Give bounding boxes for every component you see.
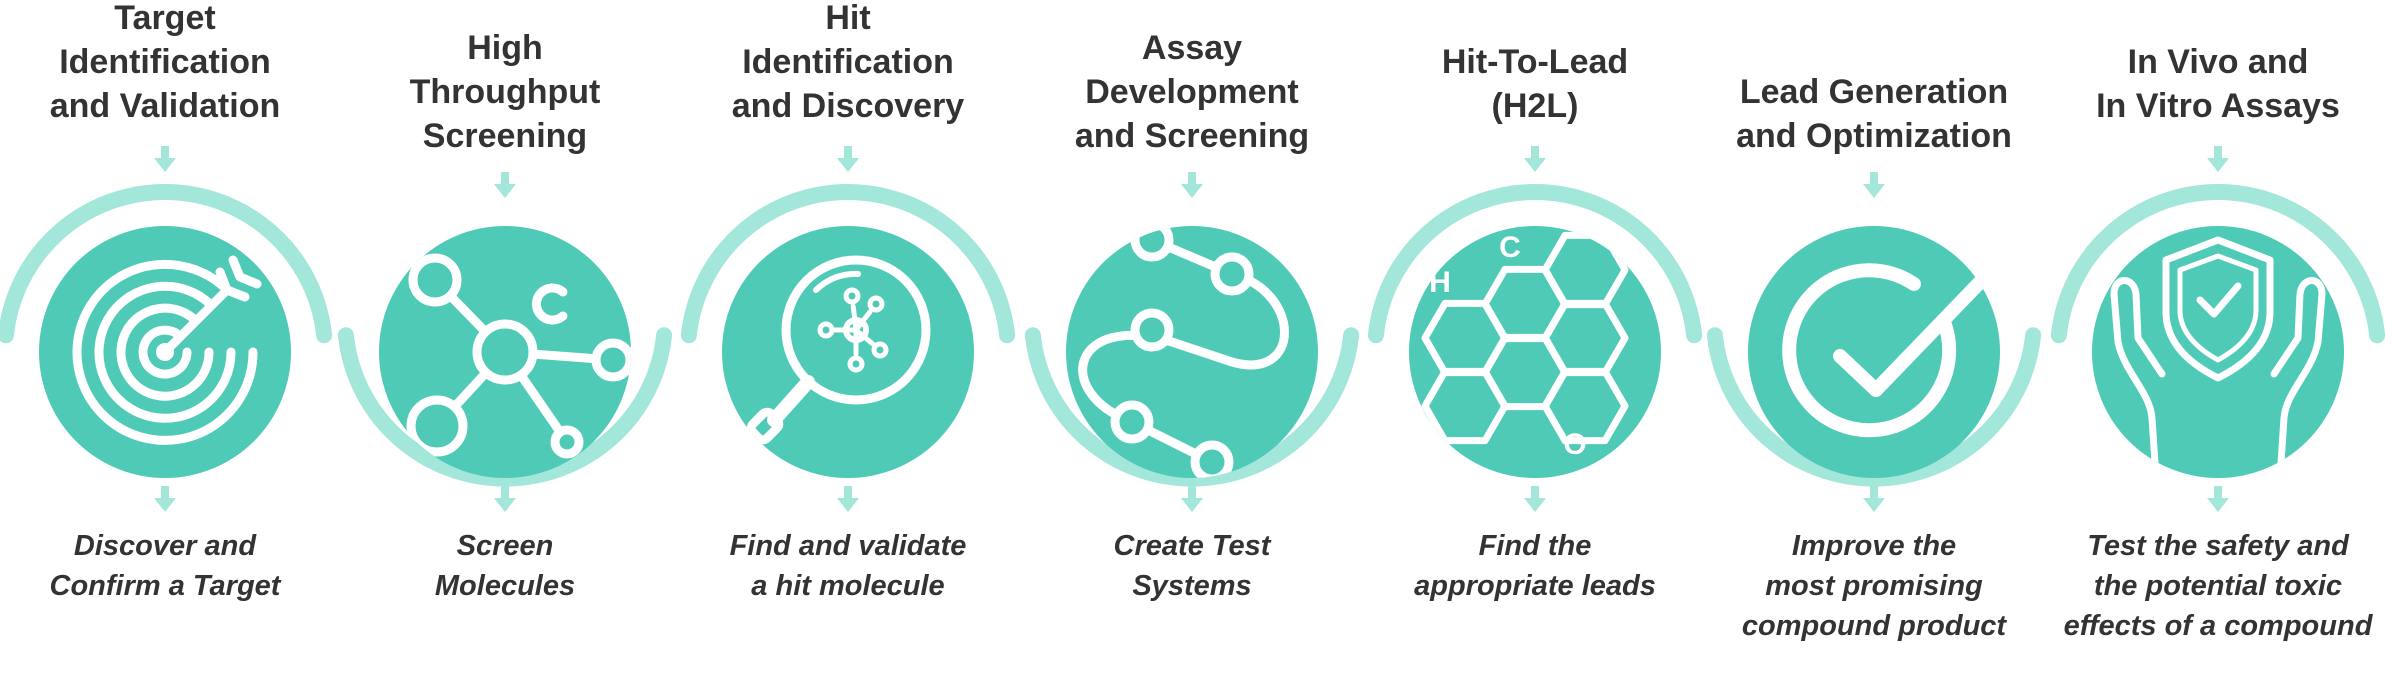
step-title-line: Assay (1141, 29, 1243, 67)
process-step-2 (337, 172, 673, 512)
step-title-line: Hit (825, 0, 871, 37)
step-title-line: and Optimization (1736, 117, 2012, 155)
process-step-4 (1024, 172, 1360, 512)
ring-arc-top (2050, 184, 2385, 344)
step-description: Find the appropriate leads (1370, 526, 1700, 606)
target-arrow-icon (72, 255, 262, 445)
step-title-line: Throughput (409, 73, 601, 111)
step-title: Assay Development and Screening (1027, 26, 1357, 158)
down-arrow-bottom (1181, 486, 1203, 512)
step-description-line: a hit molecule (751, 570, 945, 602)
process-step-7 (2050, 146, 2385, 512)
down-arrow-bottom (2207, 486, 2229, 512)
icon-letter-o: O (1563, 428, 1586, 461)
step-title: Target Identification and Validation (0, 0, 330, 128)
icon-letter-h: H (1429, 266, 1451, 299)
ring-arc-top (0, 184, 333, 344)
step-description-line: effects of a compound (2063, 610, 2373, 642)
down-arrow-bottom (154, 486, 176, 512)
step-title: Hit-To-Lead (H2L) (1370, 40, 1700, 128)
step-title: In Vivo and In Vitro Assays (2053, 40, 2383, 128)
step-circle (1409, 226, 1661, 478)
step-description-line: Find and validate (729, 530, 967, 562)
process-step-1 (0, 146, 333, 512)
down-arrow-bottom (1863, 486, 1885, 512)
down-arrow-top (154, 146, 176, 172)
ring-arc-bottom (1706, 327, 2042, 487)
step-title-line: Identification (59, 43, 271, 81)
process-step-3 (680, 146, 1016, 512)
check-circle-icon (1782, 263, 1991, 438)
ring-arc-top (1367, 184, 1703, 344)
down-arrow-top (2207, 146, 2229, 172)
step-description: Screen Molecules (340, 526, 670, 606)
step-description-line: Find the (1478, 530, 1592, 562)
magnifier-molecule-icon (746, 255, 931, 445)
step-description-line: most promising (1765, 570, 1983, 602)
down-arrow-bottom (1524, 486, 1546, 512)
step-description: Discover and Confirm a Target (0, 526, 330, 606)
step-title-line: Screening (422, 117, 588, 155)
step-title: High Throughput Screening (340, 26, 670, 158)
step-title-line: Development (1085, 73, 1299, 111)
step-description: Test the safety and the potential toxic ef… (2053, 526, 2383, 646)
down-arrow-bottom (494, 486, 516, 512)
step-title-line: In Vitro Assays (2096, 87, 2340, 125)
step-circle (2092, 226, 2344, 478)
step-description: Improve the most promising compound produc… (1709, 526, 2039, 646)
step-title-line: Target (114, 0, 216, 37)
step-title: Hit Identification and Discovery (683, 0, 1013, 128)
step-description-line: Confirm a Target (49, 570, 281, 602)
ring-arc-bottom (1024, 327, 1360, 487)
step-description: Create Test Systems (1027, 526, 1357, 606)
step-title-line: and Screening (1074, 117, 1310, 155)
step-title: Lead Generation and Optimization (1709, 70, 2039, 158)
step-title-line: Lead Generation (1739, 73, 2009, 111)
process-step-6 (1706, 172, 2042, 512)
step-circle (379, 226, 631, 478)
workflow-path-icon (1078, 226, 1289, 478)
step-description-line: Discover and (73, 530, 257, 562)
down-arrow-bottom (837, 486, 859, 512)
step-description-line: Test the safety and (2087, 530, 2349, 562)
step-title-line: (H2L) (1491, 87, 1579, 125)
step-title-line: In Vivo and (2127, 43, 2309, 81)
molecule-network-icon (406, 253, 631, 459)
down-arrow-top (1524, 146, 1546, 172)
step-description-line: the potential toxic (2093, 570, 2343, 602)
step-description-line: appropriate leads (1414, 570, 1656, 602)
step-title-line: Identification (742, 43, 954, 81)
step-title-line: High (467, 29, 543, 67)
step-description-line: Improve the (1791, 530, 1957, 562)
process-step-5: H C O (1367, 146, 1703, 512)
icon-letter-c: C (1499, 231, 1521, 264)
step-description-line: compound product (1741, 610, 2007, 642)
hands-shield-icon (2110, 236, 2326, 478)
step-description-line: Systems (1132, 570, 1252, 602)
ring-arc-top (680, 184, 1016, 344)
down-arrow-top (837, 146, 859, 172)
down-arrow-top (1181, 172, 1203, 198)
step-description-line: Create Test (1113, 530, 1271, 562)
step-description: Find and validate a hit molecule (683, 526, 1013, 606)
step-description-line: Screen (456, 530, 554, 562)
step-title-line: Hit-To-Lead (1441, 43, 1629, 81)
step-description-line: Molecules (434, 570, 576, 602)
down-arrow-top (1863, 172, 1885, 198)
ring-arc-bottom (337, 327, 673, 487)
step-title-line: and Validation (49, 87, 281, 125)
down-arrow-top (494, 172, 516, 198)
step-title-line: and Discovery (731, 87, 965, 125)
